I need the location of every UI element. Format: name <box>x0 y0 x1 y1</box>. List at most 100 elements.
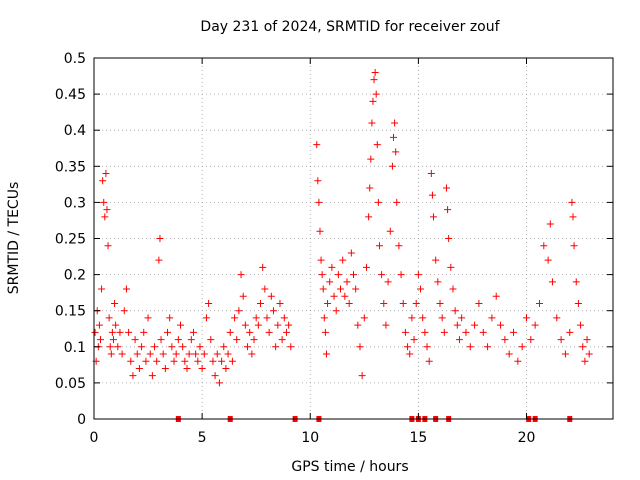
data-point <box>95 321 103 329</box>
data-point <box>354 321 362 329</box>
y-tick-label: 0.2 <box>64 268 86 284</box>
data-point <box>510 328 518 336</box>
data-point <box>254 321 262 329</box>
data-point <box>109 336 117 344</box>
y-tick-label: 0.1 <box>64 340 86 356</box>
y-tick-label: 0.3 <box>64 195 86 211</box>
data-point <box>170 357 178 365</box>
data-point <box>350 271 357 279</box>
data-point <box>434 278 442 286</box>
data-point <box>369 97 377 105</box>
data-point <box>185 350 193 358</box>
data-point <box>568 198 576 206</box>
x-tick-label: 5 <box>198 430 207 446</box>
data-point <box>272 343 280 351</box>
data-point <box>406 350 414 358</box>
data-point <box>432 256 440 264</box>
data-point <box>341 292 349 300</box>
data-point <box>157 336 165 344</box>
x-tick-label: 20 <box>518 430 536 446</box>
data-point <box>237 271 245 279</box>
data-point <box>438 314 446 322</box>
data-point <box>194 357 202 365</box>
data-point <box>557 336 565 344</box>
data-point <box>209 357 217 365</box>
data-point <box>451 307 459 315</box>
data-point <box>164 328 172 336</box>
data-point <box>378 271 386 279</box>
data-point <box>372 90 380 98</box>
points-layer <box>91 68 593 387</box>
data-point <box>428 191 436 199</box>
data-point <box>408 314 416 322</box>
data-point <box>419 314 427 322</box>
data-point <box>356 343 364 351</box>
data-point <box>475 299 483 307</box>
data-point <box>527 336 535 344</box>
data-point <box>106 343 114 351</box>
data-point <box>390 133 398 141</box>
data-point <box>248 350 256 358</box>
data-point <box>321 328 329 336</box>
data-point <box>127 357 135 365</box>
data-point <box>144 314 152 322</box>
data-point <box>368 119 376 127</box>
data-point <box>220 343 228 351</box>
data-point <box>187 336 195 344</box>
data-point <box>133 350 141 358</box>
data-point <box>334 271 342 279</box>
x-tick-labels: 0 5 10 15 20 <box>90 430 536 446</box>
data-point <box>211 372 219 380</box>
data-point <box>96 336 104 344</box>
data-point <box>514 357 522 365</box>
data-point <box>488 314 496 322</box>
data-point <box>174 336 182 344</box>
data-point <box>244 343 252 351</box>
data-point <box>371 68 379 76</box>
data-point <box>250 336 258 344</box>
data-point <box>442 184 450 192</box>
data-point <box>401 328 409 336</box>
data-point <box>360 314 368 322</box>
data-point <box>384 278 392 286</box>
data-point <box>430 213 438 221</box>
data-point <box>218 357 226 365</box>
y-tick-labels: 0 0.05 0.1 0.15 0.2 0.25 0.3 0.35 0.4 0.45 0.5 <box>55 51 86 428</box>
data-point <box>285 321 293 329</box>
data-point <box>100 198 108 206</box>
data-point <box>314 177 322 185</box>
data-point <box>332 307 340 315</box>
data-point <box>544 256 552 264</box>
data-point <box>257 299 265 307</box>
data-point <box>120 307 128 315</box>
data-point <box>505 350 513 358</box>
data-point <box>224 350 232 358</box>
data-point <box>269 307 277 315</box>
data-point <box>404 343 412 351</box>
data-point <box>367 155 375 163</box>
data-point <box>112 321 120 329</box>
data-point <box>569 213 577 221</box>
data-point <box>318 271 326 279</box>
data-point <box>138 343 146 351</box>
data-point <box>570 242 578 250</box>
data-point <box>267 292 275 300</box>
data-point <box>583 336 591 344</box>
data-point <box>172 350 180 358</box>
data-point <box>189 328 197 336</box>
data-point <box>391 119 399 127</box>
data-point <box>462 328 470 336</box>
data-point <box>546 220 554 228</box>
ticks-layer <box>93 57 613 420</box>
data-point <box>386 227 394 235</box>
data-point <box>453 321 461 329</box>
data-point <box>337 285 345 293</box>
data-point <box>177 321 184 329</box>
data-point <box>375 242 383 250</box>
data-point <box>156 235 164 242</box>
data-point <box>319 285 327 293</box>
data-point <box>421 328 429 336</box>
data-point <box>231 314 239 322</box>
data-point <box>449 285 457 293</box>
data-point <box>114 343 122 351</box>
